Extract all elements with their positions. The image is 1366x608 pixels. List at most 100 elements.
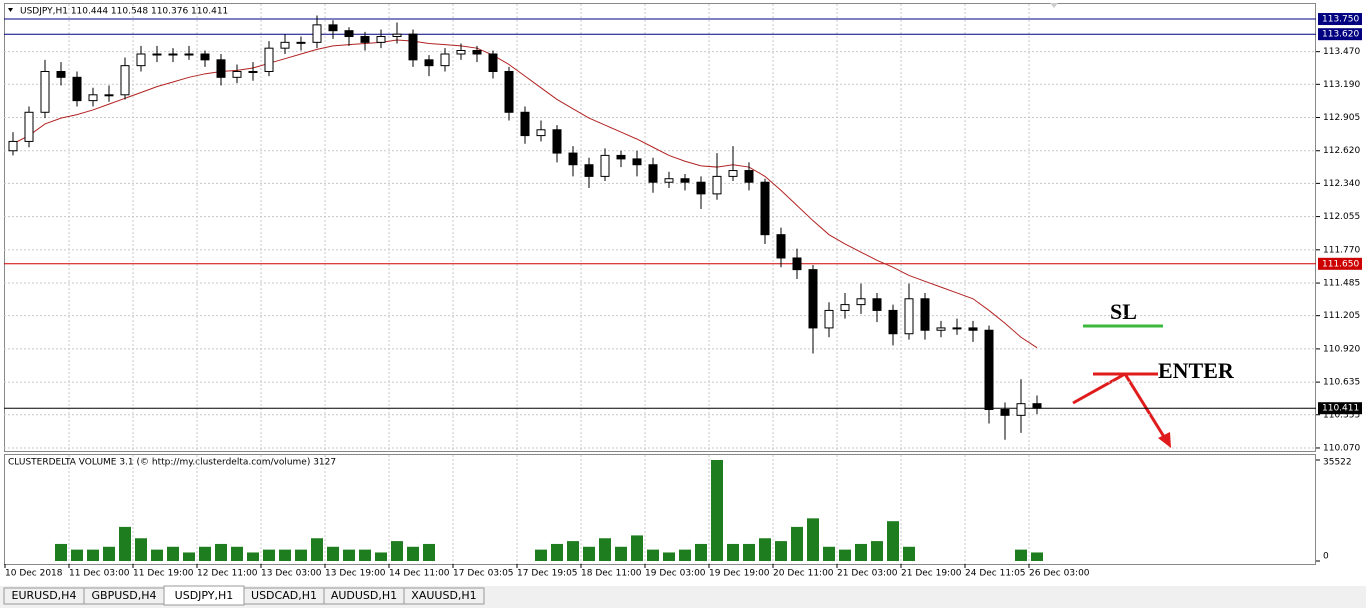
tab-box — [403, 587, 485, 605]
candle-body — [920, 298, 930, 331]
candle-body — [408, 33, 418, 61]
y-tick-label: 110.070 — [1323, 443, 1360, 453]
time-label: 24 Dec 11:05 — [965, 569, 1026, 579]
volume-bar — [423, 543, 435, 561]
volume-bar — [887, 521, 899, 561]
volume-bar — [839, 549, 851, 561]
candle-body — [312, 24, 322, 43]
enter-arrow — [1072, 372, 1168, 441]
price-level-label: 113.750 — [1322, 15, 1359, 25]
tab[interactable]: XAUUSD,H1 — [403, 587, 485, 605]
time-label: 19 Dec 03:00 — [645, 569, 706, 579]
time-label: 18 Dec 11:00 — [581, 569, 642, 579]
candle-body — [456, 50, 466, 55]
volume-bar — [359, 549, 371, 561]
time-label: 11 Dec 19:00 — [133, 569, 194, 579]
volume-bar — [327, 546, 339, 561]
candle-body — [888, 309, 898, 335]
time-label: 11 Dec 03:00 — [69, 569, 130, 579]
volume-bar — [631, 535, 643, 561]
volume-bar — [311, 538, 323, 561]
candle-body — [968, 327, 978, 331]
candle-body — [696, 181, 706, 195]
volume-bar — [791, 526, 803, 561]
y-tick-label: 113.190 — [1323, 80, 1360, 90]
arrow-head — [1158, 432, 1171, 448]
time-label: 26 Dec 03:00 — [1029, 569, 1090, 579]
candle-body — [40, 70, 50, 113]
candle-body — [936, 327, 946, 331]
volume-bar — [375, 552, 387, 561]
candle-body — [600, 154, 610, 177]
volume-bar — [231, 546, 243, 561]
tab[interactable]: AUDUSD,H1 — [323, 587, 405, 605]
volume-bar — [759, 538, 771, 561]
volume-bar — [55, 543, 67, 561]
tab[interactable]: EURUSD,H4 — [3, 587, 85, 605]
candle-body — [808, 269, 818, 329]
candle-body — [24, 111, 34, 142]
candle-body — [536, 129, 546, 137]
volume-bar — [295, 549, 307, 561]
scroll-marker — [1050, 3, 1058, 8]
y-tick-label: 111.485 — [1323, 279, 1360, 289]
candle-body — [376, 36, 386, 43]
volume-bar — [263, 549, 275, 561]
main-panel — [4, 3, 1316, 452]
tab-label: GBPUSD,H4 — [92, 589, 157, 602]
volume-bar — [87, 549, 99, 561]
volume-bar — [279, 549, 291, 561]
volume-tick-label: 0 — [1323, 552, 1329, 562]
candle-body — [440, 53, 450, 67]
tab[interactable]: GBPUSD,H4 — [83, 587, 165, 605]
volume-bar — [103, 546, 115, 561]
candle-body — [488, 53, 498, 72]
moving-average — [12, 39, 1038, 349]
chart-title: USDJPY,H1 110.444 110.548 110.376 110.41… — [20, 7, 228, 17]
y-tick-label: 111.205 — [1323, 311, 1360, 321]
volume-panel — [4, 454, 1316, 565]
volume-bar — [567, 541, 579, 561]
volume-bar — [551, 543, 563, 561]
candle-body — [216, 59, 226, 78]
candle-body — [88, 94, 98, 102]
sl-label: SL — [1110, 299, 1137, 324]
volume-bar — [903, 546, 915, 561]
candle-body — [856, 298, 866, 306]
volume-title: CLUSTERDELTA VOLUME 3.1 (© http://my.clu… — [8, 458, 336, 468]
tab[interactable]: USDJPY,H1 — [163, 585, 245, 606]
price-level-label: 113.620 — [1322, 30, 1359, 40]
candle-body — [104, 94, 114, 97]
candle-body — [168, 53, 178, 56]
candle-body — [792, 257, 802, 271]
candle-body — [616, 154, 626, 160]
candle-body — [520, 111, 530, 137]
candle-body — [872, 298, 882, 311]
y-tick-label: 112.905 — [1323, 113, 1360, 123]
candle-body — [904, 298, 914, 335]
y-tick-label: 110.355 — [1323, 410, 1360, 420]
volume-bar — [807, 518, 819, 561]
candle-body — [840, 304, 850, 311]
time-label: 10 Dec 2018 — [5, 569, 63, 579]
volume-tick-label: 35522 — [1323, 458, 1352, 468]
candle-body — [984, 329, 994, 411]
volume-bar — [343, 549, 355, 561]
time-label: 17 Dec 03:05 — [453, 569, 514, 579]
tab-label: USDJPY,H1 — [175, 589, 234, 602]
y-tick-label: 111.770 — [1323, 245, 1360, 255]
volume-bar — [183, 552, 195, 561]
candle-body — [504, 70, 514, 113]
volume-bar — [1015, 549, 1027, 561]
volume-bar — [679, 549, 691, 561]
volume-bar — [135, 538, 147, 561]
tab[interactable]: USDCAD,H1 — [243, 587, 325, 605]
volume-bar — [871, 541, 883, 561]
candle-body — [392, 33, 402, 38]
volume-bar — [391, 541, 403, 561]
candle-body — [1016, 403, 1026, 416]
candle-body — [648, 164, 658, 183]
tab-label: AUDUSD,H1 — [331, 589, 397, 602]
y-tick-label: 112.620 — [1323, 146, 1360, 156]
